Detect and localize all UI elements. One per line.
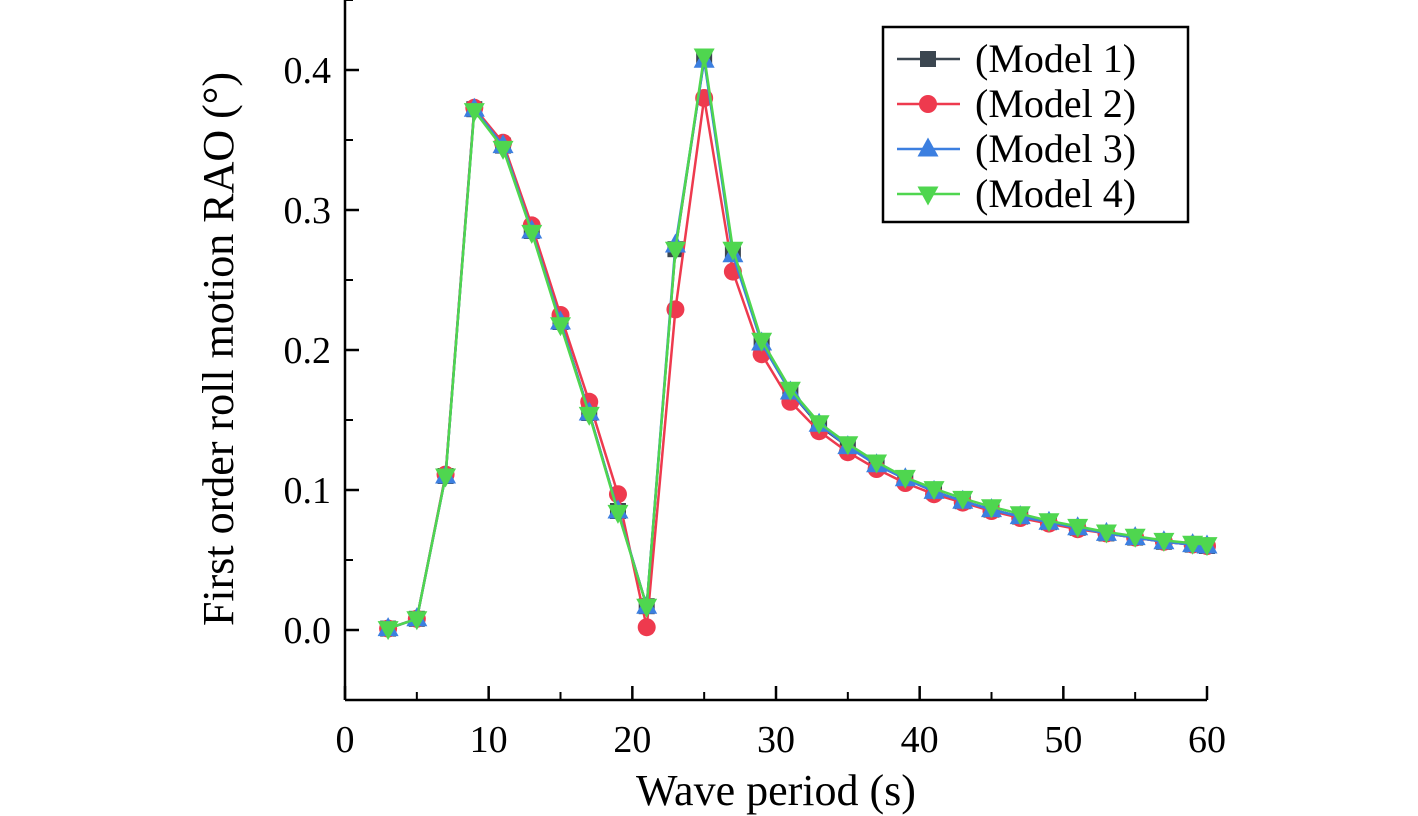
legend-item: (Model 4) <box>897 171 1136 216</box>
legend: (Model 1)(Model 2)(Model 3)(Model 4) <box>881 25 1190 224</box>
data-point <box>722 241 744 261</box>
y-axis-ticks: 0.0 0.1 0.2 0.3 0.4 <box>284 0 359 701</box>
x-tick-label: 50 <box>1044 719 1082 761</box>
data-point <box>637 618 656 637</box>
x-tick-label: 0 <box>336 719 355 761</box>
data-point <box>521 224 543 244</box>
y-tick-label: 0.0 <box>284 610 332 652</box>
y-tick-label: 0.2 <box>284 330 332 372</box>
data-point <box>1095 524 1117 544</box>
data-point <box>693 48 715 68</box>
legend-swatch-marker <box>920 51 936 67</box>
legend-swatch-marker <box>919 95 937 113</box>
data-point <box>1067 518 1089 538</box>
data-point <box>578 406 600 426</box>
legend-item: (Model 2) <box>897 81 1136 126</box>
data-point <box>837 436 859 456</box>
data-point <box>1196 537 1218 557</box>
data-point <box>923 481 945 501</box>
x-axis-title: Wave period (s) <box>636 766 916 815</box>
series-model-4 <box>377 48 1218 641</box>
legend-label: (Model 3) <box>975 126 1136 171</box>
data-point <box>492 140 514 160</box>
legend-item: (Model 3) <box>897 126 1136 171</box>
legend-label: (Model 4) <box>975 171 1136 216</box>
data-point <box>1038 513 1060 533</box>
data-point <box>406 611 428 631</box>
data-point <box>894 469 916 489</box>
x-tick-label: 30 <box>757 719 795 761</box>
legend-item: (Model 1) <box>897 36 1136 81</box>
y-tick-label: 0.1 <box>284 470 332 512</box>
y-axis-title: First order roll motion RAO (°) <box>194 72 243 626</box>
data-point <box>664 241 686 261</box>
series-layer <box>377 48 1218 641</box>
data-point <box>866 454 888 474</box>
data-point <box>435 468 457 488</box>
data-point <box>808 415 830 435</box>
data-point <box>377 621 399 641</box>
legend-label: (Model 2) <box>975 81 1136 126</box>
x-axis-ticks: 0 10 20 30 40 50 60 <box>336 686 1226 761</box>
y-tick-label: 0.3 <box>284 190 332 232</box>
legend-label: (Model 1) <box>975 36 1136 81</box>
data-point <box>1124 528 1146 548</box>
x-tick-label: 20 <box>613 719 651 761</box>
data-point <box>1009 506 1031 526</box>
legend-swatch-marker <box>917 186 939 206</box>
data-point <box>636 598 658 618</box>
legend-swatch-marker <box>917 137 939 157</box>
data-point <box>1182 535 1204 555</box>
x-tick-label: 10 <box>470 719 508 761</box>
data-point <box>952 490 974 510</box>
data-point <box>550 317 571 337</box>
data-point <box>1153 532 1175 552</box>
data-point <box>463 103 485 123</box>
data-point <box>981 499 1002 519</box>
data-point <box>779 381 801 401</box>
x-tick-label: 40 <box>901 719 939 761</box>
data-point <box>751 332 773 352</box>
y-tick-label: 0.4 <box>284 50 332 92</box>
data-point <box>607 504 629 524</box>
x-tick-label: 60 <box>1188 719 1226 761</box>
